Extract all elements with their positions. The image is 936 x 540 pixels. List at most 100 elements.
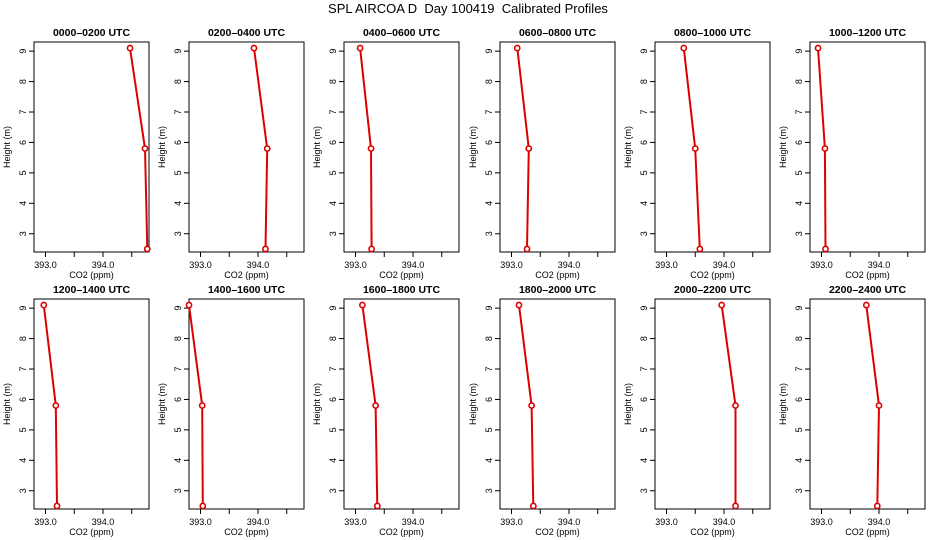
y-tick-label: 5 bbox=[328, 427, 338, 432]
x-axis-label: CO2 (ppm) bbox=[224, 527, 269, 537]
page-title: SPL AIRCOA D Day 100419 Calibrated Profi… bbox=[328, 1, 608, 16]
data-point bbox=[126, 44, 134, 52]
panel-title: 1800–2000 UTC bbox=[519, 284, 596, 296]
x-axis-label: CO2 (ppm) bbox=[69, 270, 114, 280]
data-point bbox=[718, 301, 726, 309]
x-tick-label: 394.0 bbox=[713, 517, 736, 527]
y-tick-label: 6 bbox=[173, 397, 183, 402]
x-tick-label: 394.0 bbox=[402, 260, 425, 270]
data-point bbox=[52, 402, 60, 409]
data-point bbox=[873, 502, 881, 510]
y-tick-label: 4 bbox=[328, 201, 338, 206]
panel-title: 0600–0800 UTC bbox=[519, 27, 596, 39]
y-axis-label: Height (m) bbox=[312, 126, 322, 168]
data-point bbox=[250, 44, 258, 52]
y-tick-label: 6 bbox=[484, 397, 494, 402]
y-tick-label: 6 bbox=[18, 140, 28, 145]
y-axis-label: Height (m) bbox=[2, 126, 12, 168]
x-axis-label: CO2 (ppm) bbox=[535, 527, 580, 537]
x-tick-label: 394.0 bbox=[92, 260, 115, 270]
x-tick-label: 394.0 bbox=[558, 260, 581, 270]
y-tick-label: 5 bbox=[18, 427, 28, 432]
y-tick-label: 4 bbox=[18, 458, 28, 463]
y-tick-label: 5 bbox=[794, 170, 804, 175]
data-point bbox=[40, 301, 48, 309]
y-axis-label: Height (m) bbox=[2, 383, 12, 425]
y-tick-label: 6 bbox=[794, 140, 804, 145]
y-tick-label: 3 bbox=[328, 488, 338, 493]
plot-frame bbox=[33, 298, 150, 510]
x-axis-label: CO2 (ppm) bbox=[224, 270, 269, 280]
y-tick-label: 6 bbox=[173, 140, 183, 145]
plot-frame bbox=[343, 41, 460, 253]
y-tick-label: 9 bbox=[18, 306, 28, 311]
y-tick-label: 5 bbox=[18, 170, 28, 175]
plot-frame bbox=[499, 298, 616, 510]
data-point bbox=[515, 301, 523, 309]
y-tick-label: 9 bbox=[18, 49, 28, 54]
y-tick-label: 6 bbox=[639, 140, 649, 145]
y-tick-label: 6 bbox=[484, 140, 494, 145]
y-tick-label: 4 bbox=[173, 201, 183, 206]
y-tick-label: 9 bbox=[639, 49, 649, 54]
y-tick-label: 7 bbox=[794, 366, 804, 371]
panel-title: 1200–1400 UTC bbox=[53, 284, 130, 296]
y-tick-label: 4 bbox=[484, 458, 494, 463]
x-tick-label: 393.0 bbox=[34, 517, 57, 527]
y-tick-label: 7 bbox=[639, 109, 649, 114]
y-tick-label: 4 bbox=[639, 458, 649, 463]
data-point bbox=[529, 502, 537, 510]
panel-title: 1600–1800 UTC bbox=[363, 284, 440, 296]
x-axis-label: CO2 (ppm) bbox=[845, 527, 890, 537]
y-axis-label: Height (m) bbox=[157, 126, 167, 168]
y-tick-label: 7 bbox=[639, 366, 649, 371]
y-tick-label: 9 bbox=[173, 306, 183, 311]
x-axis-label: CO2 (ppm) bbox=[690, 270, 735, 280]
y-tick-label: 7 bbox=[328, 366, 338, 371]
y-tick-label: 8 bbox=[639, 79, 649, 84]
data-point bbox=[143, 245, 151, 253]
y-tick-label: 3 bbox=[639, 488, 649, 493]
x-tick-label: 394.0 bbox=[247, 517, 270, 527]
data-point bbox=[199, 502, 207, 510]
y-tick-label: 8 bbox=[173, 79, 183, 84]
y-tick-label: 9 bbox=[794, 49, 804, 54]
y-tick-label: 5 bbox=[639, 170, 649, 175]
y-tick-label: 8 bbox=[484, 336, 494, 341]
data-point bbox=[185, 301, 193, 309]
y-tick-label: 7 bbox=[173, 109, 183, 114]
x-axis-label: CO2 (ppm) bbox=[379, 527, 424, 537]
y-tick-label: 8 bbox=[794, 336, 804, 341]
x-tick-label: 393.0 bbox=[189, 517, 212, 527]
x-tick-label: 393.0 bbox=[500, 260, 523, 270]
panel-title: 0400–0600 UTC bbox=[363, 27, 440, 39]
y-tick-label: 5 bbox=[173, 170, 183, 175]
y-tick-label: 6 bbox=[794, 397, 804, 402]
plot-frame bbox=[188, 41, 305, 253]
y-axis-label: Height (m) bbox=[157, 383, 167, 425]
y-tick-label: 3 bbox=[484, 488, 494, 493]
y-tick-label: 5 bbox=[794, 427, 804, 432]
plot-frame bbox=[809, 41, 926, 253]
data-point bbox=[373, 502, 381, 510]
y-tick-label: 5 bbox=[639, 427, 649, 432]
y-tick-label: 6 bbox=[18, 397, 28, 402]
y-axis-label: Height (m) bbox=[468, 126, 478, 168]
x-tick-label: 393.0 bbox=[344, 260, 367, 270]
x-axis-label: CO2 (ppm) bbox=[535, 270, 580, 280]
y-axis-label: Height (m) bbox=[312, 383, 322, 425]
y-tick-label: 8 bbox=[18, 79, 28, 84]
panel-title: 1400–1600 UTC bbox=[208, 284, 285, 296]
y-tick-label: 6 bbox=[639, 397, 649, 402]
x-axis-label: CO2 (ppm) bbox=[69, 527, 114, 537]
y-tick-label: 9 bbox=[173, 49, 183, 54]
